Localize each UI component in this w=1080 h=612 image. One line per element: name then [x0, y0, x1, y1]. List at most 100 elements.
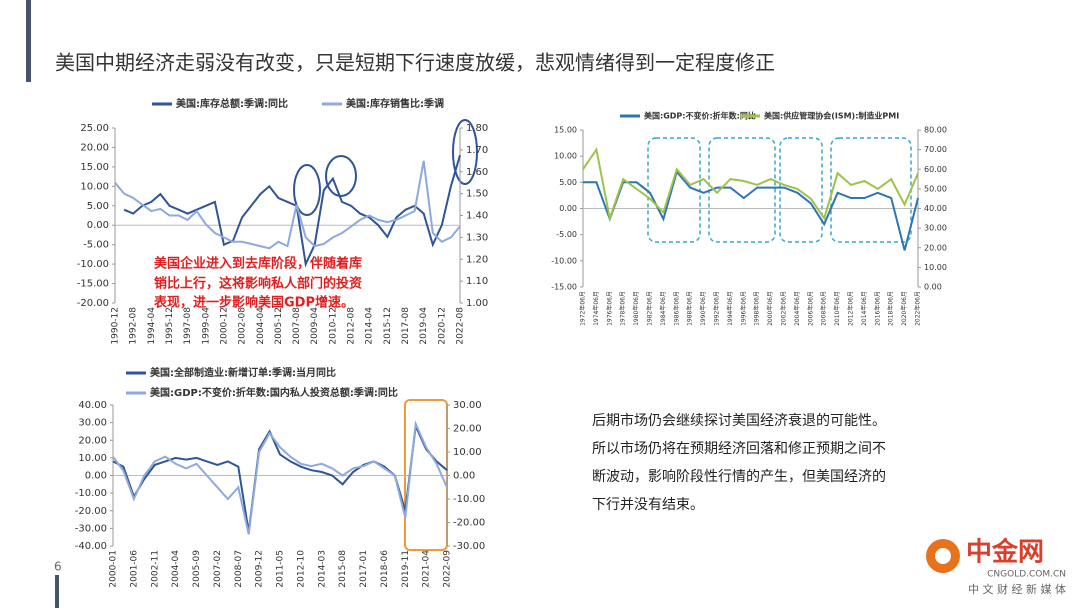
y-tick-label: 10.00 [78, 453, 107, 464]
legend-label: 美国:GDP:不变价:折年数:同比 [644, 111, 756, 121]
x-tick-label: 2017-08 [401, 307, 411, 345]
x-tick-label: 1980年06月 [632, 291, 640, 326]
annotation: 美国企业进入到去库阶段，伴随着库 销比上行，这将影响私人部门的投资 表现，进一步… [153, 256, 362, 311]
x-tick-label: 2015-08 [338, 550, 348, 588]
y2-tick-label: 30.00 [924, 224, 947, 233]
x-tick-label: 1982年06月 [646, 291, 654, 326]
y2-tick-label: 1.30 [466, 232, 488, 243]
y-tick-label: -15.00 [551, 283, 577, 292]
y2-tick-label: 20.00 [453, 424, 482, 435]
annotation-line: 表现，进一步影响美国GDP增速。 [153, 295, 354, 311]
y-tick-label: -5.00 [556, 230, 577, 239]
x-tick-label: 1984年06月 [659, 291, 667, 326]
y2-tick-label: 1.70 [466, 145, 488, 156]
highlight-boxes [647, 137, 912, 243]
body-line: 下行并没有结束。 [592, 497, 704, 513]
x-tick-label: 1992年06月 [713, 291, 721, 326]
y2-tick-label: 1.40 [466, 211, 488, 222]
y2-tick-label: 0.00 [453, 471, 475, 482]
y2-tick-label: 30.00 [453, 400, 482, 411]
x-tick-label: 2011-05 [276, 550, 286, 588]
y2-tick-label: 1.80 [466, 123, 488, 134]
series-line [114, 160, 461, 250]
annotation-line: 销比上行，这将影响私人部门的投资 [154, 276, 362, 292]
legend-label: 美国:全部制造业:新增订单:季调:当月同比 [150, 366, 336, 379]
x-tick-label: 2002年06月 [780, 291, 788, 326]
x-tick-label: 2010-12 [328, 307, 338, 345]
x-tick-label: 2000-01 [109, 550, 119, 588]
x-tick-label: 1986年06月 [672, 291, 680, 326]
body-text: 后期市场仍会继续探讨美国经济衰退的可能性。 所以市场仍将在预期经济回落和修正预期… [592, 412, 886, 513]
highlight-circle [293, 164, 321, 216]
y2-tick-label: 70.00 [924, 145, 947, 154]
y2-tick-label: 20.00 [924, 243, 947, 252]
y2-tick-label: 1.20 [466, 254, 488, 265]
x-tick-label: 2019-11 [401, 550, 411, 588]
y2-tick-label: 1.50 [466, 189, 488, 200]
x-tick-label: 2019-04 [419, 307, 429, 345]
x-tick-label: 1974年06月 [592, 291, 600, 326]
y2-tick-label: 10.00 [453, 447, 482, 458]
y-tick-label: -5.00 [83, 240, 109, 251]
slide-title: 美国中期经济走弱没有改变，只是短期下行速度放缓，悲观情绪得到一定程度修正 [55, 51, 775, 75]
y2-tick-label: 40.00 [924, 204, 947, 213]
y-tick-label: 30.00 [78, 418, 107, 429]
x-tick-label: 2014-03 [317, 550, 327, 588]
series-line [582, 147, 919, 223]
x-tick-label: 1992-08 [129, 307, 139, 345]
x-tick-label: 2021-04 [422, 550, 432, 588]
y2-tick-label: -30.00 [453, 541, 485, 552]
y2-tick-label: 10.00 [924, 263, 947, 272]
x-tick-label: 2006年06月 [806, 291, 814, 326]
x-tick-label: 1996年06月 [739, 291, 747, 326]
x-tick-label: 1997-08 [183, 307, 193, 345]
y-tick-label: 40.00 [78, 400, 107, 411]
annotation-line: 美国企业进入到去库阶段，伴随着库 [154, 256, 362, 272]
y-tick-label: 0.00 [87, 220, 109, 231]
x-tick-label: 2007-08 [292, 307, 302, 345]
x-tick-label: 2004-04 [256, 307, 266, 345]
x-tick-label: 2008年06月 [820, 291, 828, 326]
x-tick-label: 1990-12 [111, 307, 121, 345]
x-tick-label: 2002-08 [238, 307, 248, 345]
y-tick-label: 25.00 [80, 123, 109, 134]
y-tick-label: 0.00 [559, 204, 577, 213]
x-tick-label: 1988年06月 [686, 291, 694, 326]
x-tick-label: 2022-08 [456, 307, 466, 345]
x-tick-label: 1995-12 [165, 307, 175, 345]
series-line [123, 154, 461, 268]
x-tick-label: 2017-01 [359, 550, 369, 588]
series-line [112, 420, 448, 535]
page-number: 6 [54, 560, 62, 574]
logo-slogan: 中 文 财 经 新 媒 体 [968, 582, 1066, 596]
y-tick-label: -40.00 [75, 541, 107, 552]
body-line: 断波动，影响阶段性行情的产生，但美国经济的 [592, 469, 886, 485]
x-tick-label: 2001-06 [129, 550, 139, 588]
y-tick-label: 20.00 [80, 142, 109, 153]
x-tick-label: 1978年06月 [619, 291, 627, 326]
x-tick-label: 2002-11 [150, 550, 160, 588]
accent-bar [26, 0, 31, 82]
y-tick-label: 5.00 [559, 178, 577, 187]
y-tick-label: 15.00 [554, 126, 577, 135]
y2-tick-label: -20.00 [453, 518, 485, 529]
x-tick-label: 1976年06月 [605, 291, 613, 326]
x-tick-label: 2020年06月 [900, 291, 908, 326]
y2-tick-label: 1.60 [466, 167, 488, 178]
x-tick-label: 1990年06月 [699, 291, 707, 326]
y-tick-label: -20.00 [75, 506, 107, 517]
x-tick-label: 2020-12 [437, 307, 447, 345]
logo-domain: CNGOLD.COM.CN [987, 570, 1066, 580]
y-tick-label: -10.00 [551, 256, 577, 265]
logo-name: 中金网 [966, 537, 1044, 568]
y-tick-label: -10.00 [77, 259, 109, 270]
legend-label: 美国:供应管理协会(ISM):制造业PMI [764, 111, 899, 121]
x-tick-label: 2009-12 [255, 550, 265, 588]
x-tick-label: 2014年06月 [860, 291, 868, 326]
x-tick-label: 2004年06月 [793, 291, 801, 326]
y-tick-label: 10.00 [80, 181, 109, 192]
y2-tick-label: 0.00 [924, 283, 942, 292]
highlight-circle [452, 119, 478, 185]
y-tick-label: -20.00 [77, 298, 109, 309]
